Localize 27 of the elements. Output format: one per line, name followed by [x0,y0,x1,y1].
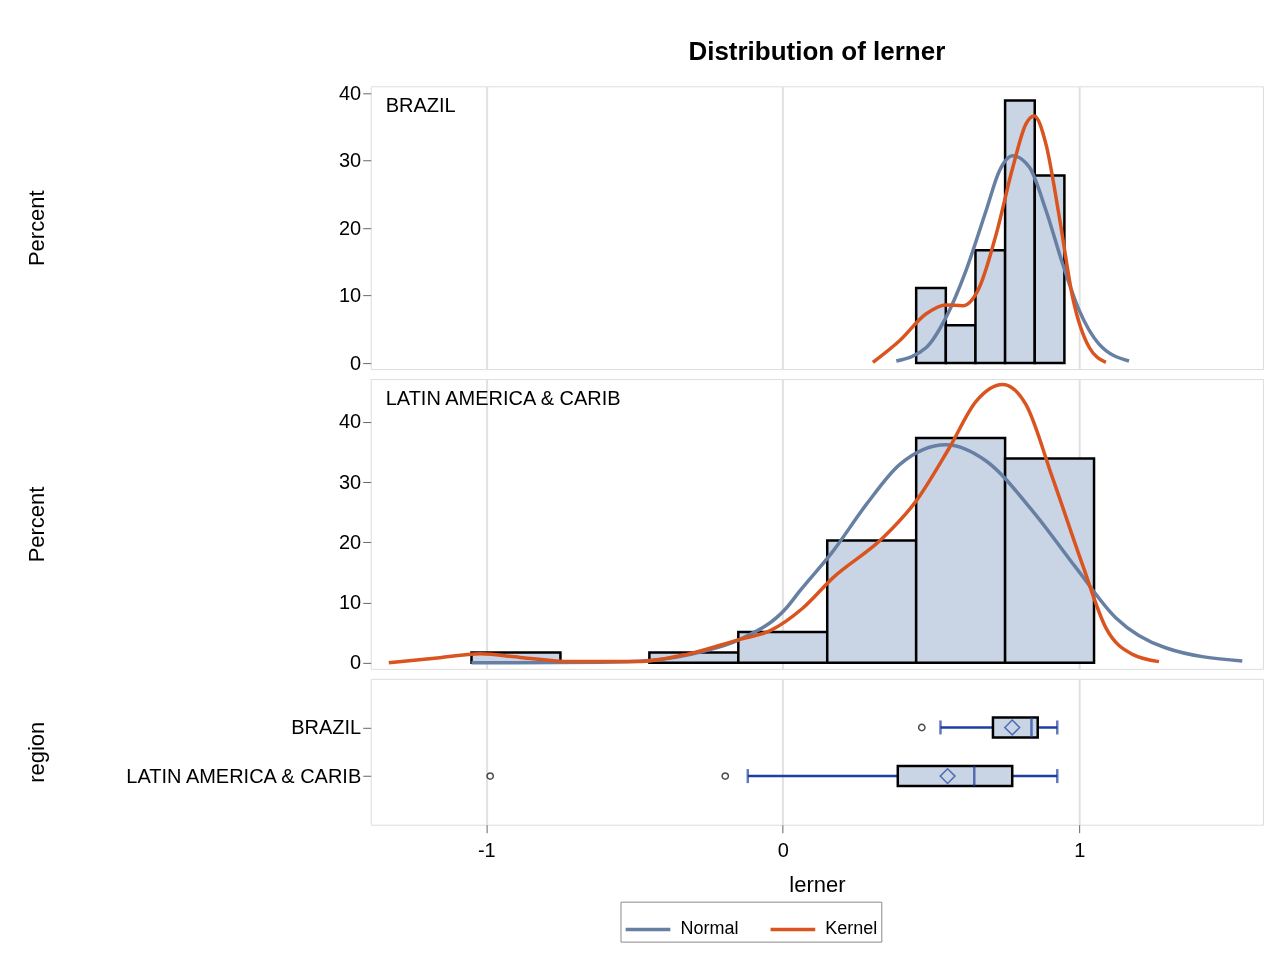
annotation: BRAZIL [385,94,456,117]
y-tick-label: LATIN AMERICA & CARIB [126,764,362,787]
line-series [387,382,1161,665]
x-tick-label: -1 [477,839,496,862]
line-series [894,154,1131,363]
y-tick-label: 40 [339,81,362,104]
y-tick-label: 0 [350,651,362,674]
y-axis-title: Percent [24,486,50,563]
y-axis-title: Percent [24,190,50,267]
y-tick-label: 20 [339,530,362,553]
x-tick-label: 1 [1074,839,1086,862]
y-axis-title: region [24,721,50,783]
y-tick-label: 10 [339,591,362,614]
x-axis-title: lerner [789,872,846,898]
legend-label: Kernel [825,918,878,939]
chart-title: Distribution of lerner [688,36,946,67]
y-tick-label: 10 [339,284,362,307]
annotation: LATIN AMERICA & CARIB [385,387,621,410]
y-tick-label: 20 [339,216,362,239]
y-tick-label: 30 [339,470,362,493]
y-tick-label: 0 [350,351,362,374]
y-tick-label: 30 [339,149,362,172]
y-tick-label: 40 [339,410,362,433]
line-series [871,114,1108,365]
x-tick-label: 0 [777,839,789,862]
y-tick-label: BRAZIL [291,715,362,738]
legend-label: Normal [680,918,739,939]
